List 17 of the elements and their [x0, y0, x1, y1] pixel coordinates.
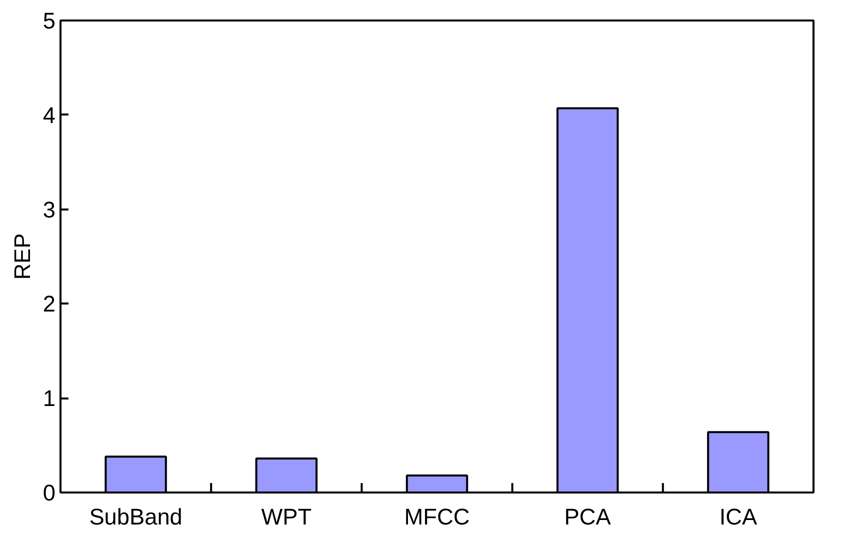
bar [406, 474, 468, 492]
x-tick-label: WPT [261, 504, 312, 530]
y-tick-label: 3 [42, 196, 56, 222]
bar [707, 431, 770, 492]
bar [556, 107, 619, 492]
y-tick-label: 0 [42, 480, 56, 506]
x-tick-label: ICA [719, 504, 758, 530]
bar [104, 456, 167, 492]
x-tick-label: SubBand [89, 504, 182, 530]
y-tick-label: 2 [42, 290, 56, 317]
y-tick-label: 1 [42, 385, 56, 412]
y-axis-title: REP [8, 233, 35, 280]
x-tick-label: MFCC [404, 504, 470, 530]
x-tick-label: PCA [564, 504, 612, 530]
y-tick-label: 5 [42, 8, 56, 34]
y-tick-label: 4 [42, 102, 56, 128]
bar [255, 458, 318, 492]
